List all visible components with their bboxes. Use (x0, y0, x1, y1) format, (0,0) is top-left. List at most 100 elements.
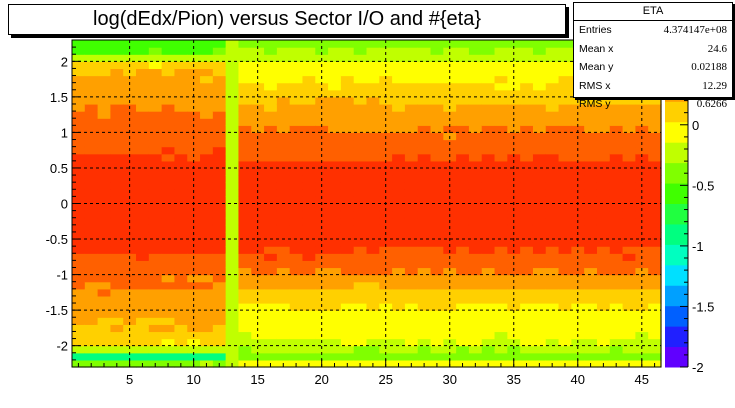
heatmap-cell (136, 231, 150, 240)
heatmap-cell (596, 331, 611, 340)
heatmap-cell (302, 260, 316, 269)
heatmap-cell (212, 295, 227, 304)
heatmap-cell (225, 303, 240, 311)
heatmap-cell (507, 125, 521, 134)
heatmap-cell (366, 253, 380, 261)
heatmap-cell (584, 160, 598, 169)
heatmap-cell (84, 75, 99, 84)
heatmap-cell (225, 324, 240, 333)
heatmap-cell (417, 217, 432, 226)
heatmap-cell (174, 118, 188, 126)
heatmap-cell (84, 139, 99, 148)
heatmap-cell (340, 253, 355, 261)
heatmap-cell (200, 125, 214, 134)
heatmap-cell (302, 89, 316, 98)
heatmap-cell (468, 111, 483, 119)
heatmap-cell (558, 253, 572, 261)
heatmap-cell (212, 125, 227, 134)
heatmap-cell (161, 132, 176, 141)
heatmap-cell (174, 47, 188, 55)
heatmap-cell (212, 324, 227, 333)
heatmap-cell (532, 274, 547, 283)
heatmap-cell (276, 160, 291, 169)
heatmap-cell (264, 111, 278, 119)
heatmap-cell (148, 153, 163, 162)
heatmap-cell (136, 310, 150, 318)
stats-label: RMS x (579, 79, 611, 92)
color-scale-segment (665, 346, 688, 368)
heatmap-cell (443, 167, 457, 176)
heatmap-cell (251, 89, 265, 98)
heatmap-cell (635, 231, 649, 240)
heatmap-cell (225, 260, 240, 269)
heatmap-cell (558, 82, 572, 91)
heatmap-cell (404, 253, 419, 261)
heatmap-cell (328, 310, 342, 318)
heatmap-cell (225, 267, 240, 276)
heatmap-cell (161, 331, 176, 340)
heatmap-cell (404, 267, 419, 276)
heatmap-cell (84, 111, 99, 119)
heatmap-cell (392, 246, 406, 254)
heatmap-cell (136, 175, 150, 183)
heatmap-cell (212, 175, 227, 183)
heatmap-cell (558, 224, 572, 233)
heatmap-cell (289, 54, 304, 62)
heatmap-cell (481, 96, 496, 105)
heatmap-cell (520, 274, 534, 283)
heatmap-cell (315, 40, 329, 48)
heatmap-cell (648, 260, 662, 269)
heatmap-cell (417, 75, 432, 84)
heatmap-cell (648, 125, 662, 134)
heatmap-cell (404, 139, 419, 148)
heatmap-cell (123, 75, 137, 84)
heatmap-cell (430, 175, 444, 183)
heatmap-cell (315, 167, 329, 176)
heatmap-cell (366, 132, 380, 141)
heatmap-cell (187, 82, 201, 91)
heatmap-cell (97, 146, 112, 155)
heatmap-cell (302, 317, 316, 325)
heatmap-cell (417, 345, 432, 354)
heatmap-cell (532, 260, 547, 269)
heatmap-cell (84, 303, 99, 311)
heatmap-cell (353, 167, 368, 176)
heatmap-cell (72, 331, 86, 340)
heatmap-cell (379, 310, 393, 318)
heatmap-cell (136, 331, 150, 340)
heatmap-cell (161, 54, 176, 62)
heatmap-cell (622, 239, 636, 247)
heatmap-cell (110, 231, 124, 240)
heatmap-cell (622, 310, 636, 318)
heatmap-cell (212, 139, 227, 148)
heatmap-cell (609, 189, 624, 197)
heatmap-cell (596, 345, 611, 354)
heatmap-cell (264, 89, 278, 98)
heatmap-cell (635, 317, 649, 325)
heatmap-cell (302, 288, 316, 297)
heatmap-cell (302, 352, 316, 361)
heatmap-cell (161, 203, 176, 212)
heatmap-cell (558, 295, 572, 304)
heatmap-cell (392, 352, 406, 361)
heatmap-cell (161, 281, 176, 290)
heatmap-cell (136, 281, 150, 290)
x-tick-label: 5 (126, 372, 133, 387)
heatmap-cell (148, 82, 163, 91)
heatmap-cell (136, 274, 150, 283)
heatmap-cell (468, 61, 483, 70)
heatmap-cell (392, 203, 406, 212)
heatmap-cell (187, 118, 201, 126)
heatmap-cell (328, 324, 342, 333)
heatmap-cell (328, 47, 342, 55)
heatmap-cell (430, 267, 444, 276)
heatmap-cell (225, 118, 240, 126)
heatmap-cell (340, 239, 355, 247)
heatmap-cell (571, 118, 585, 126)
heatmap-cell (97, 352, 112, 361)
heatmap-cell (328, 111, 342, 119)
heatmap-cell (110, 132, 124, 141)
heatmap-cell (468, 239, 483, 247)
heatmap-cell (545, 89, 560, 98)
heatmap-cell (558, 310, 572, 318)
